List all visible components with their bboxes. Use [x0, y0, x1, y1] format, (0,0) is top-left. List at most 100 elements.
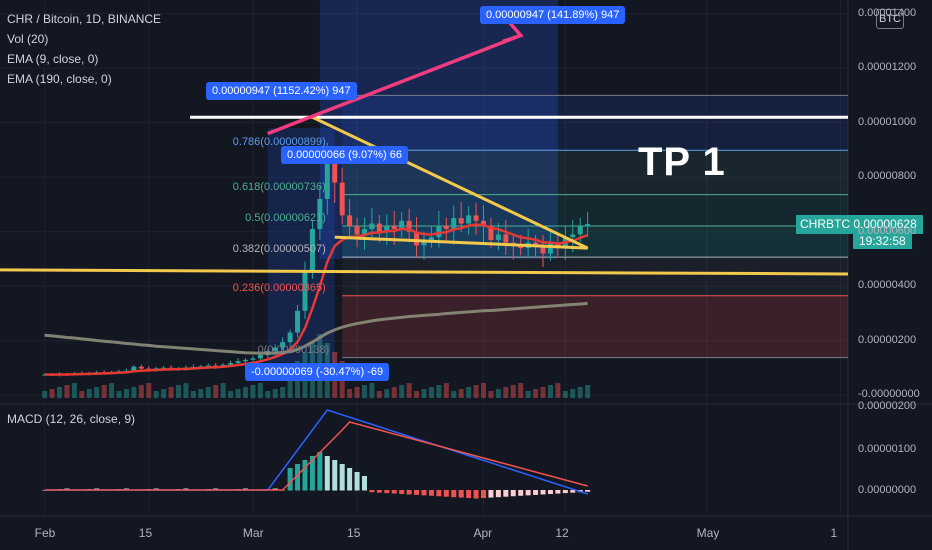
- volume-bar: [161, 389, 167, 398]
- candle-body: [473, 215, 479, 221]
- candle-body: [376, 223, 382, 232]
- ema190-line: [44, 301, 588, 355]
- macd-histogram-bar: [347, 468, 353, 491]
- volume-bar: [168, 387, 174, 398]
- macd-histogram-bar: [354, 472, 360, 491]
- candle-body: [466, 215, 472, 224]
- volume-bar: [153, 391, 159, 398]
- candle-body: [414, 231, 420, 246]
- macd-histogram-bar: [309, 456, 315, 491]
- volume-bar: [577, 387, 583, 398]
- volume-bar: [421, 389, 427, 398]
- bar-countdown: 19:32:58: [853, 233, 912, 249]
- candle-body: [488, 226, 494, 240]
- macd-indicator-label[interactable]: MACD (12, 26, close, 9): [7, 412, 136, 426]
- macd-histogram-bar: [317, 452, 323, 491]
- volume-bar: [369, 383, 375, 398]
- time-tick-label: 15: [138, 526, 153, 540]
- candle-body: [436, 226, 442, 238]
- macd-histogram-bar: [570, 490, 576, 493]
- macd-histogram-bar: [302, 460, 308, 491]
- volume-bar: [42, 391, 48, 398]
- volume-bar: [198, 389, 204, 398]
- fib-label: 0.382(0.00000507): [232, 243, 326, 256]
- candle-body: [250, 358, 256, 360]
- price-axis: [848, 0, 932, 550]
- fib-label: 0.786(0.00000899): [232, 136, 326, 149]
- macd-histogram-bar: [495, 490, 501, 498]
- volume-bar: [436, 385, 442, 398]
- vol-indicator-label[interactable]: Vol (20): [7, 32, 49, 46]
- mid-measure-tag: 0.00000066 (9.07%) 66: [281, 146, 408, 164]
- fib-zone: [342, 295, 848, 358]
- ema9-line: [44, 223, 589, 376]
- candle-body: [518, 245, 524, 249]
- macd-histogram-bar: [518, 490, 524, 496]
- candle-body: [161, 367, 167, 369]
- candle-body: [406, 220, 412, 232]
- macd-histogram-bar: [540, 490, 546, 495]
- macd-histogram-bar: [406, 490, 412, 495]
- macd-histogram-bar: [376, 490, 382, 493]
- candle-body: [384, 226, 390, 232]
- volume-bar: [585, 385, 591, 398]
- target-arrow: [267, 33, 522, 136]
- volume-bar: [518, 383, 524, 398]
- macd-histogram-bar: [458, 490, 464, 498]
- candle-body: [339, 182, 345, 216]
- macd-histogram-bar: [451, 490, 457, 498]
- volume-bar: [473, 385, 479, 398]
- price-tick-label: 0.00000800: [858, 170, 917, 183]
- volume-bar: [57, 387, 63, 398]
- volume-bar: [488, 391, 494, 398]
- rise-measure-tag: 0.00000947 (1152.42%) 947: [206, 82, 357, 100]
- macd-histogram-bar: [443, 490, 449, 497]
- volume-bar: [49, 389, 55, 398]
- volume-bar: [399, 385, 405, 398]
- volume-bar: [384, 389, 390, 398]
- volume-bar: [562, 391, 568, 398]
- candle-body: [421, 239, 427, 246]
- fib-zone: [342, 150, 848, 195]
- macd-histogram-bar: [510, 490, 516, 497]
- candle-body: [205, 365, 211, 367]
- candle-body: [481, 220, 487, 227]
- volume-bar: [257, 383, 263, 398]
- candle-body: [361, 228, 367, 235]
- volume-bar: [406, 383, 412, 398]
- volume-bar: [466, 387, 472, 398]
- candle-body: [295, 310, 301, 333]
- target-arrow-head: [502, 20, 524, 44]
- price-tick-label: 0.00000200: [858, 333, 917, 346]
- target-measure-tag: 0.00000947 (141.89%) 947: [480, 6, 626, 24]
- candle-body: [443, 226, 449, 229]
- candle-body: [347, 215, 353, 227]
- volume-bar: [391, 387, 397, 398]
- currency-badge[interactable]: BTC: [876, 9, 904, 29]
- macd-histogram-bar: [562, 490, 568, 494]
- macd-tick-label: 0.00000000: [858, 484, 917, 496]
- fib-label: 0(0.00000138): [257, 343, 330, 356]
- volume-bar: [510, 385, 516, 398]
- ema9-indicator-label[interactable]: EMA (9, close, 0): [7, 52, 99, 66]
- time-tick-label: 15: [347, 526, 361, 540]
- candle-body: [533, 242, 539, 246]
- ema190-indicator-label[interactable]: EMA (190, close, 0): [7, 72, 112, 86]
- macd-histogram-bar: [399, 490, 405, 494]
- volume-bar: [443, 383, 449, 398]
- macd-histogram-bar: [525, 490, 531, 496]
- fib-zone: [342, 257, 848, 296]
- macd-histogram-bar: [555, 490, 561, 494]
- price-tick-label: 0.00001000: [858, 115, 917, 128]
- time-tick-label: Apr: [473, 526, 493, 540]
- volume-bar: [481, 383, 487, 398]
- volume-bar: [94, 387, 100, 398]
- macd-histogram-bar: [428, 490, 434, 496]
- volume-bar: [347, 389, 353, 398]
- volume-bar: [361, 385, 367, 398]
- macd-histogram-bar: [436, 490, 442, 497]
- candle-body: [317, 199, 323, 229]
- macd-histogram-bar: [384, 490, 390, 494]
- candle-body: [540, 245, 546, 254]
